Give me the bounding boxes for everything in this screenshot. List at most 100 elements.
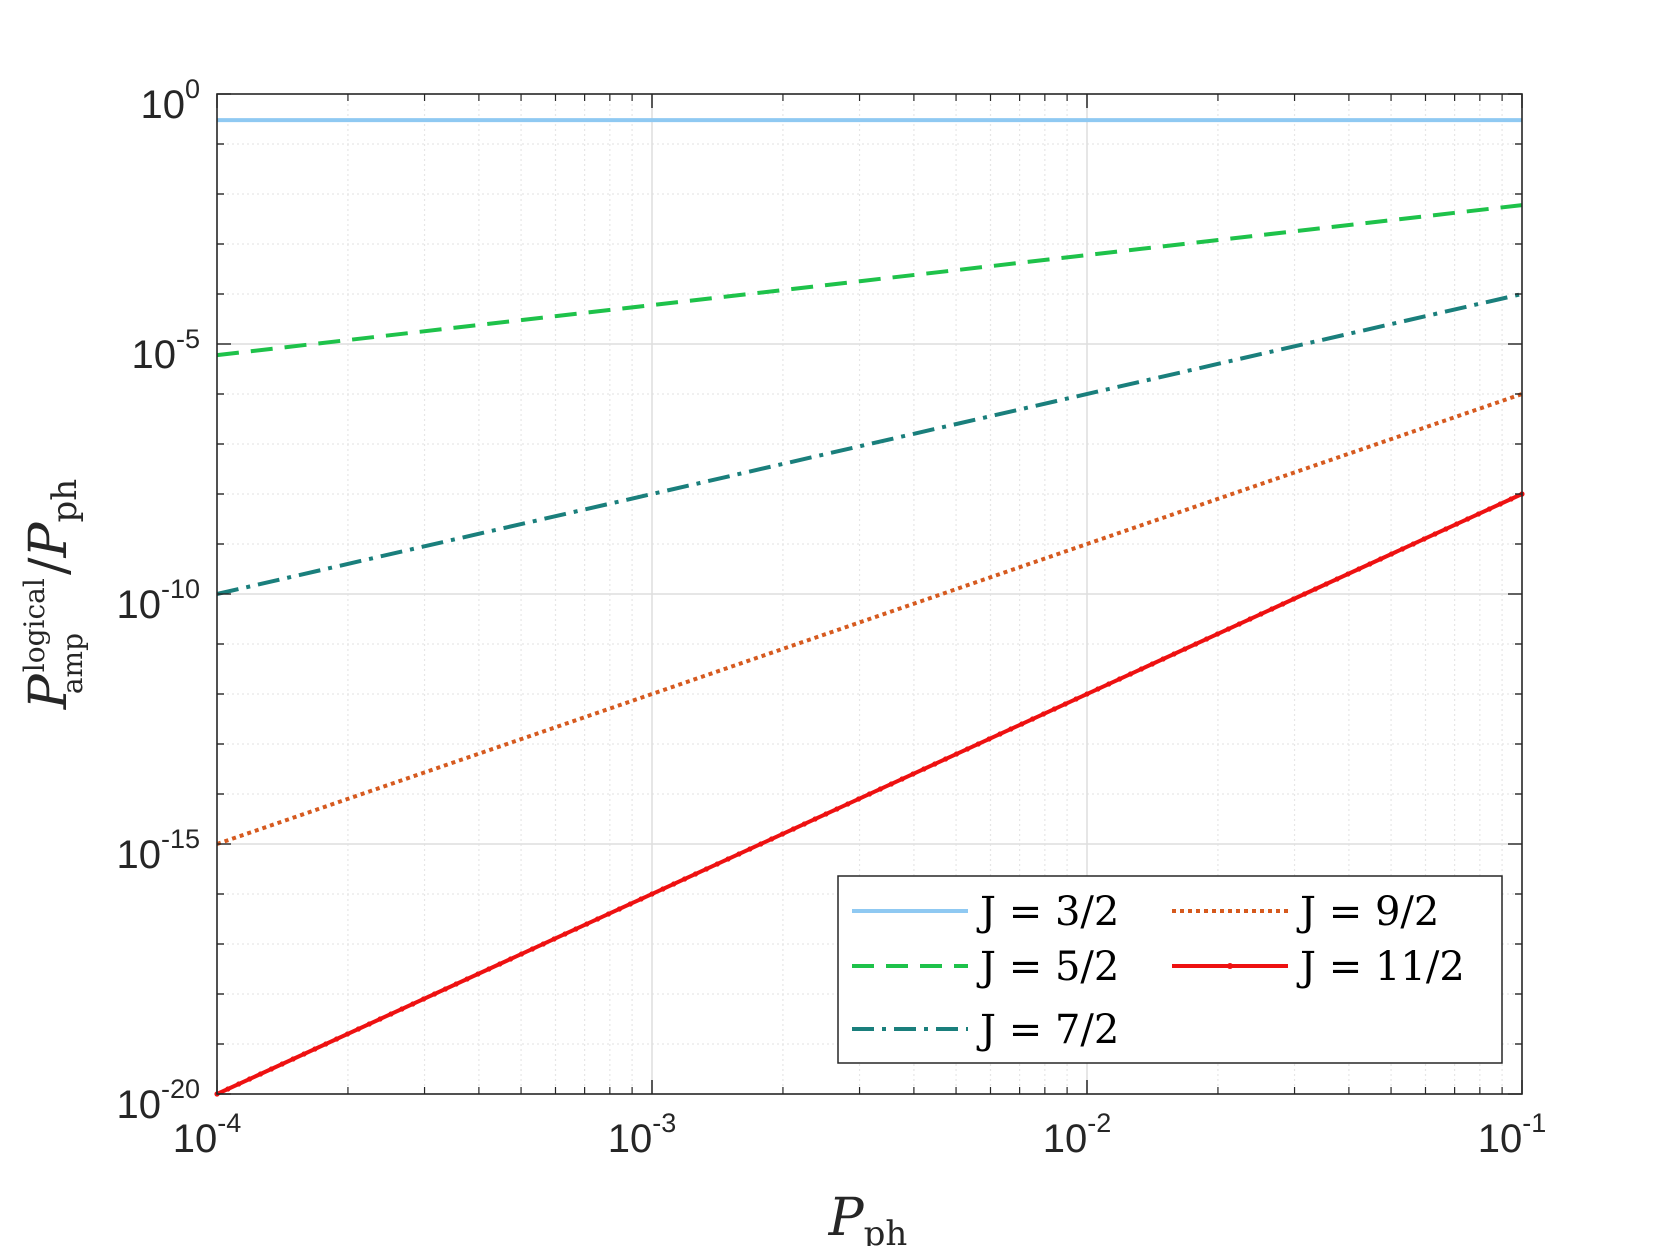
y-tick-label: 10-5 <box>131 324 200 377</box>
legend-box <box>837 875 1503 1064</box>
series-j-9-2 <box>216 392 1523 846</box>
series-j-11-2-marker <box>431 991 438 997</box>
series-j-11-2-marker <box>649 891 655 897</box>
series-j-11-2-marker <box>1443 526 1449 532</box>
series-j-11-2-marker <box>790 826 797 832</box>
series-j-11-2-marker <box>518 951 525 957</box>
series-j-11-2-marker <box>1410 541 1416 547</box>
series-j-11-2-marker <box>834 806 840 812</box>
series-j-11-2-marker <box>703 866 710 872</box>
series-j-11-2-marker <box>845 801 851 807</box>
series-j-11-2-marker <box>1334 576 1340 582</box>
series-j-11-2-marker <box>638 896 644 902</box>
series-j-11-2-marker <box>692 871 699 877</box>
series-j-11-2-marker <box>1236 621 1242 627</box>
x-tick-label: 10-4 <box>173 1108 242 1161</box>
series-j-11-2-marker <box>1388 551 1395 557</box>
legend-label-j-11-2: J = 11/2 <box>1296 944 1465 990</box>
series-j-11-2-marker <box>475 971 481 977</box>
series-j-11-2-marker <box>290 1056 296 1062</box>
series-j-11-2-marker <box>1258 611 1264 617</box>
series-j-11-2-marker <box>497 961 503 967</box>
series-j-11-2-marker <box>986 736 992 742</box>
series-j-11-2-marker <box>551 936 557 942</box>
x-tick-label: 10-2 <box>1043 1108 1112 1161</box>
series-j-11-2-marker <box>225 1086 231 1092</box>
legend-label-j-9-2: J = 9/2 <box>1296 889 1439 935</box>
legend-label-j-5-2: J = 5/2 <box>976 944 1119 990</box>
series-j-11-2-marker <box>1301 591 1308 597</box>
series-j-11-2-marker <box>323 1041 329 1047</box>
series-j-11-2-marker <box>1182 646 1188 652</box>
series-j-11-2-marker <box>921 766 927 772</box>
series-j-11-2-marker <box>725 856 731 862</box>
series-j-11-2-marker <box>856 796 862 802</box>
series-layer <box>214 118 1525 1097</box>
series-j-11-2-marker <box>769 836 775 842</box>
legend-label-j-7-2: J = 7/2 <box>976 1007 1119 1053</box>
series-j-11-2-marker <box>627 901 633 907</box>
series-j-11-2-marker <box>421 996 427 1002</box>
series-j-11-2-marker <box>1095 686 1101 692</box>
series-j-11-2-marker <box>1030 716 1036 722</box>
series-j-11-2-marker <box>312 1046 318 1052</box>
series-j-11-2-marker <box>1312 586 1318 592</box>
series-j-11-2-marker <box>899 776 905 782</box>
series-j-11-2-marker <box>1040 711 1047 717</box>
series-j-11-2-marker <box>355 1026 361 1032</box>
x-tick-label: 10-1 <box>1478 1108 1547 1161</box>
series-j-11-2-marker <box>573 926 579 932</box>
series-j-11-2-markers <box>214 491 1525 1097</box>
series-j-11-2-marker <box>943 756 949 762</box>
legend: J = 3/2 J = 5/2 J = 7/2 J = 9/2 J = 11/2 <box>837 875 1503 1064</box>
series-j-11-2-marker <box>714 861 720 867</box>
series-j-11-2-marker <box>660 886 666 892</box>
series-j-11-2-marker <box>1378 556 1384 562</box>
major-grid <box>217 94 1522 1094</box>
series-j-11-2-marker <box>1193 641 1199 647</box>
series-j-11-2-marker <box>1486 506 1492 512</box>
series-j-11-2-marker <box>486 966 492 972</box>
series-j-11-2-marker <box>1323 581 1329 587</box>
series-j-11-2-marker <box>399 1006 405 1012</box>
series-j-11-2-marker <box>932 761 938 767</box>
x-axis-label: Pph <box>828 1188 908 1246</box>
series-j-11-2-marker <box>508 956 514 962</box>
series-j-11-2-marker <box>1421 536 1427 542</box>
series-j-11-2-marker <box>301 1051 307 1057</box>
series-j-11-2-marker <box>1269 606 1275 612</box>
series-j-11-2-marker <box>1019 721 1025 727</box>
series-j-11-2-marker <box>247 1076 253 1082</box>
series-j-11-2-marker <box>1291 596 1297 602</box>
series-j-11-2-marker <box>1214 631 1221 637</box>
series-j-11-2-marker <box>1508 496 1514 502</box>
series-j-11-2-marker <box>877 786 884 792</box>
y-tick-label: 100 <box>140 74 200 127</box>
series-j-11-2-marker <box>1225 626 1231 632</box>
series-j-11-2-marker <box>953 751 960 757</box>
series-j-11-2-marker <box>812 816 818 822</box>
series-j-11-2-marker <box>1475 511 1482 517</box>
series-j-11-2-marker <box>682 876 688 882</box>
series-j-11-2-marker <box>1497 501 1503 507</box>
y-tick-label: 10-15 <box>116 824 200 877</box>
series-j-11-2-marker <box>1084 691 1090 697</box>
series-j-11-2-marker <box>1465 516 1471 522</box>
series-j-11-2-marker <box>562 931 568 937</box>
series-j-11-2-marker <box>344 1031 351 1037</box>
series-j-11-2-marker <box>1247 616 1253 622</box>
series-j-11-2-marker <box>1117 676 1123 682</box>
series-j-11-2-marker <box>1399 546 1405 552</box>
series-j-11-2-marker <box>529 946 536 952</box>
series-j-11-2-marker <box>997 731 1003 737</box>
series-j-11-2-marker <box>540 941 546 947</box>
series-j-11-2-marker <box>1160 656 1166 662</box>
series-j-11-2-marker <box>910 771 916 777</box>
series-j-11-2-marker <box>1204 636 1210 642</box>
series-j-11-2-marker <box>279 1061 285 1067</box>
series-j-11-2-marker <box>779 831 786 837</box>
series-j-11-2-marker <box>584 921 590 927</box>
series-j-11-2-marker <box>268 1066 274 1072</box>
series-j-11-2-marker <box>1280 601 1286 607</box>
series-j-5-2 <box>216 203 1523 358</box>
